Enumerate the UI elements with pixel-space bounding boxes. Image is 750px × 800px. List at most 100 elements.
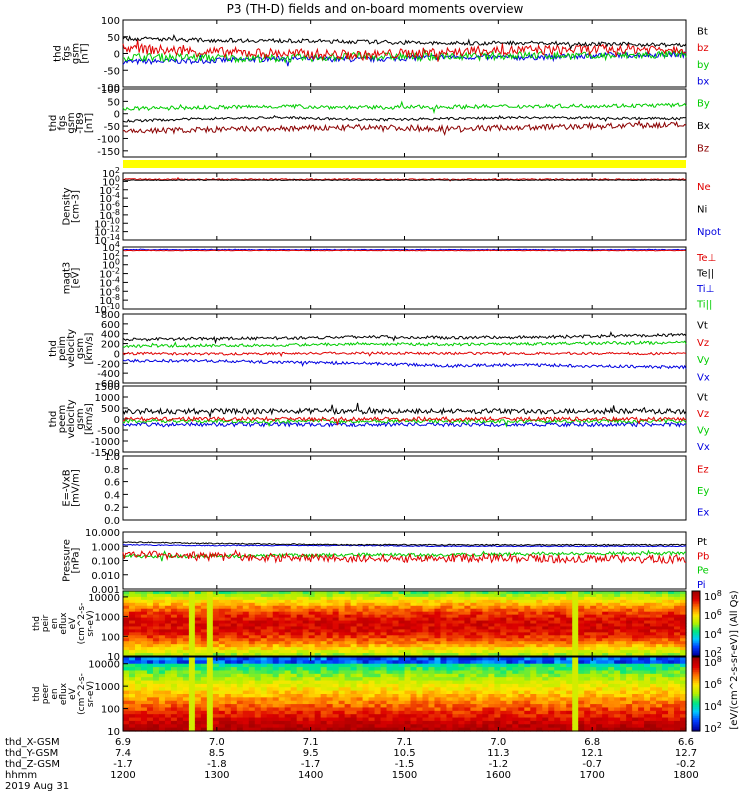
chart-title: P3 (TH-D) fields and on-board moments ov… xyxy=(227,2,524,16)
spec-cell xyxy=(128,707,136,712)
spec-cell xyxy=(488,680,495,685)
spec-cell xyxy=(422,717,430,722)
spec-cell xyxy=(194,632,202,636)
spec-cell xyxy=(404,710,412,715)
spec-cell xyxy=(512,650,519,654)
spec-cell xyxy=(368,626,376,630)
spec-cell xyxy=(176,602,184,607)
spec-cell xyxy=(242,663,250,668)
spec-cell xyxy=(272,596,280,601)
spec-cell xyxy=(164,727,172,732)
spec-cell xyxy=(123,724,130,729)
spec-cell xyxy=(164,591,172,595)
spec-cell xyxy=(170,591,178,595)
spec-cell xyxy=(674,653,681,657)
spec-cell xyxy=(218,714,226,719)
spec-cell xyxy=(320,623,328,628)
spec-cell xyxy=(224,611,232,616)
spec-cell xyxy=(542,644,549,648)
spec-cell xyxy=(446,617,454,622)
spec-cell xyxy=(290,605,298,610)
spec-cell xyxy=(650,714,657,719)
spec-cell xyxy=(392,620,400,625)
spec-cell xyxy=(398,683,406,688)
spec-cell xyxy=(434,608,442,613)
spec-cell xyxy=(662,700,669,705)
spec-cell xyxy=(374,700,382,705)
spec-cell xyxy=(266,663,274,668)
spec-cell xyxy=(518,704,525,709)
spec-cell xyxy=(176,644,184,648)
spec-cell xyxy=(392,720,400,725)
spec-cell xyxy=(152,644,160,648)
spec-cell xyxy=(134,635,142,639)
spec-cell xyxy=(200,717,208,722)
spec-cell xyxy=(548,641,555,645)
spec-cell xyxy=(194,700,202,705)
spec-cell xyxy=(554,641,561,645)
spec-cell xyxy=(284,605,292,610)
spec-cell xyxy=(644,635,651,639)
spec-cell xyxy=(374,680,382,685)
spec-cell xyxy=(512,635,519,639)
spec-cell xyxy=(488,707,495,712)
spec-cell xyxy=(146,629,154,633)
spec-cell xyxy=(602,617,609,622)
spec-cell xyxy=(662,635,669,639)
spec-cell xyxy=(398,647,406,651)
spec-cell xyxy=(152,667,160,672)
spec-cell xyxy=(314,707,322,712)
spec-cell xyxy=(194,677,202,682)
spec-cell xyxy=(578,663,585,668)
spec-cell xyxy=(428,647,436,651)
spec-cell xyxy=(416,605,424,610)
spec-cell xyxy=(644,690,651,695)
spec-cell xyxy=(368,638,376,642)
spec-cell xyxy=(458,663,465,668)
spec-cell xyxy=(410,620,418,625)
spec-cell xyxy=(506,611,513,616)
spec-cell xyxy=(380,650,388,654)
spec-cell xyxy=(494,623,501,628)
spec-cell xyxy=(224,599,232,604)
spec-cell xyxy=(272,687,280,692)
spec-cell xyxy=(140,629,148,633)
spec-cell xyxy=(194,591,202,595)
spec-cell xyxy=(350,623,358,628)
spec-cell xyxy=(344,714,352,719)
spec-cell xyxy=(458,614,465,619)
spec-cell xyxy=(416,717,424,722)
spec-cell xyxy=(632,707,639,712)
spec-cell xyxy=(236,617,244,622)
spec-cell xyxy=(332,673,340,678)
spec-cell xyxy=(368,687,376,692)
spec-cell xyxy=(194,720,202,725)
spec-cell xyxy=(572,644,579,648)
spec-cell xyxy=(398,617,406,622)
spec-cell xyxy=(338,602,346,607)
spec-cell xyxy=(182,690,190,695)
spec-cell xyxy=(464,724,471,729)
spec-cell xyxy=(212,660,220,665)
spec-cell xyxy=(512,660,519,665)
spec-cell xyxy=(254,657,262,661)
spec-cell xyxy=(662,593,669,598)
y-axis-label: thd xyxy=(32,616,42,631)
spec-cell xyxy=(416,700,424,705)
spec-cell xyxy=(518,717,525,722)
spec-cell xyxy=(140,641,148,645)
y-tick-label: 200 xyxy=(101,340,120,351)
spec-cell xyxy=(554,694,561,698)
spec-cell xyxy=(458,629,465,633)
spec-cell xyxy=(290,694,298,698)
spec-cell xyxy=(326,714,334,719)
spec-cell xyxy=(386,593,394,598)
spec-cell xyxy=(392,694,400,698)
spec-cell xyxy=(506,605,513,610)
spec-cell xyxy=(170,724,178,729)
spec-cell xyxy=(500,638,507,642)
spec-cell xyxy=(164,629,172,633)
spec-cell xyxy=(290,635,298,639)
spec-cell xyxy=(488,714,495,719)
spec-cell xyxy=(650,670,657,675)
